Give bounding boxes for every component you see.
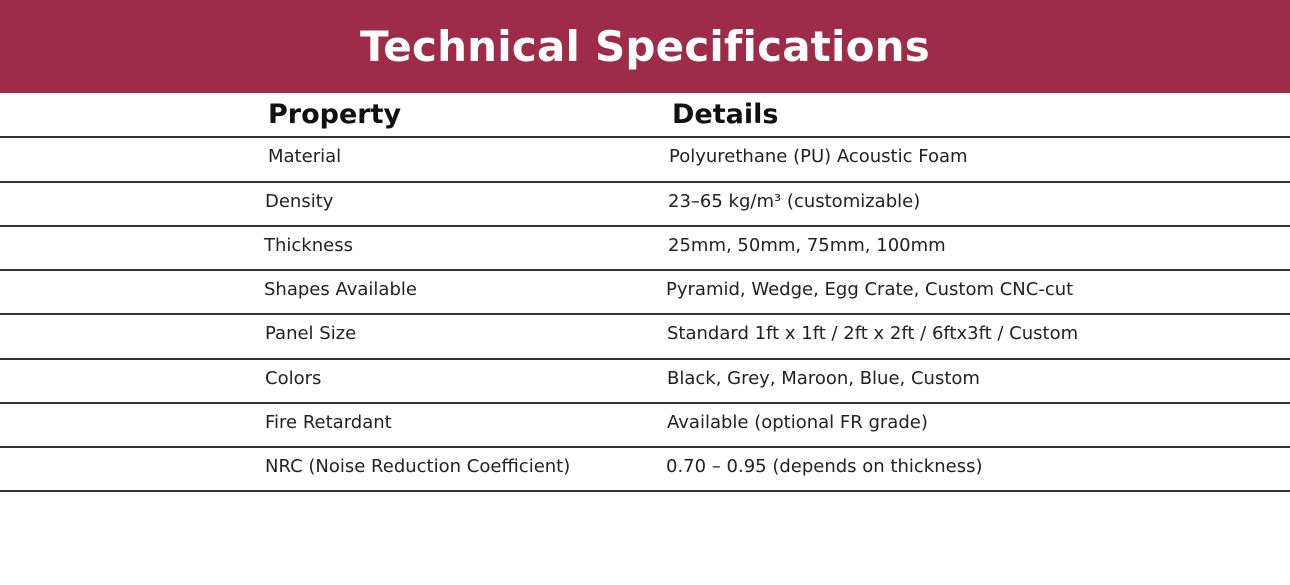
column-header-property: Property (268, 99, 402, 130)
property-cell: NRC (Noise Reduction Coefficient) (265, 456, 571, 477)
details-cell: 23–65 kg/m³ (customizable) (668, 191, 921, 212)
details-cell: Pyramid, Wedge, Egg Crate, Custom CNC-cu… (666, 279, 1074, 300)
row-divider (0, 490, 1290, 492)
property-cell: Colors (265, 368, 322, 389)
property-cell: Panel Size (265, 323, 357, 344)
row-divider (0, 225, 1290, 227)
property-cell: Fire Retardant (265, 412, 392, 433)
details-cell: Standard 1ft x 1ft / 2ft x 2ft / 6ftx3ft… (667, 323, 1079, 344)
page-title: Technical Specifications (360, 22, 930, 71)
details-cell: 0.70 – 0.95 (depends on thickness) (666, 456, 983, 477)
property-cell: Material (268, 146, 342, 167)
row-divider (0, 136, 1290, 138)
column-header-details: Details (672, 99, 779, 130)
row-divider (0, 446, 1290, 448)
details-cell: Black, Grey, Maroon, Blue, Custom (667, 368, 980, 389)
row-divider (0, 181, 1290, 183)
details-cell: 25mm, 50mm, 75mm, 100mm (668, 235, 946, 256)
property-cell: Density (265, 191, 334, 212)
row-divider (0, 269, 1290, 271)
row-divider (0, 358, 1290, 360)
details-cell: Available (optional FR grade) (667, 412, 928, 433)
row-divider (0, 402, 1290, 404)
property-cell: Shapes Available (264, 279, 417, 300)
row-divider (0, 313, 1290, 315)
title-banner: Technical Specifications (0, 0, 1290, 93)
property-cell: Thickness (264, 235, 353, 256)
details-cell: Polyurethane (PU) Acoustic Foam (669, 146, 968, 167)
